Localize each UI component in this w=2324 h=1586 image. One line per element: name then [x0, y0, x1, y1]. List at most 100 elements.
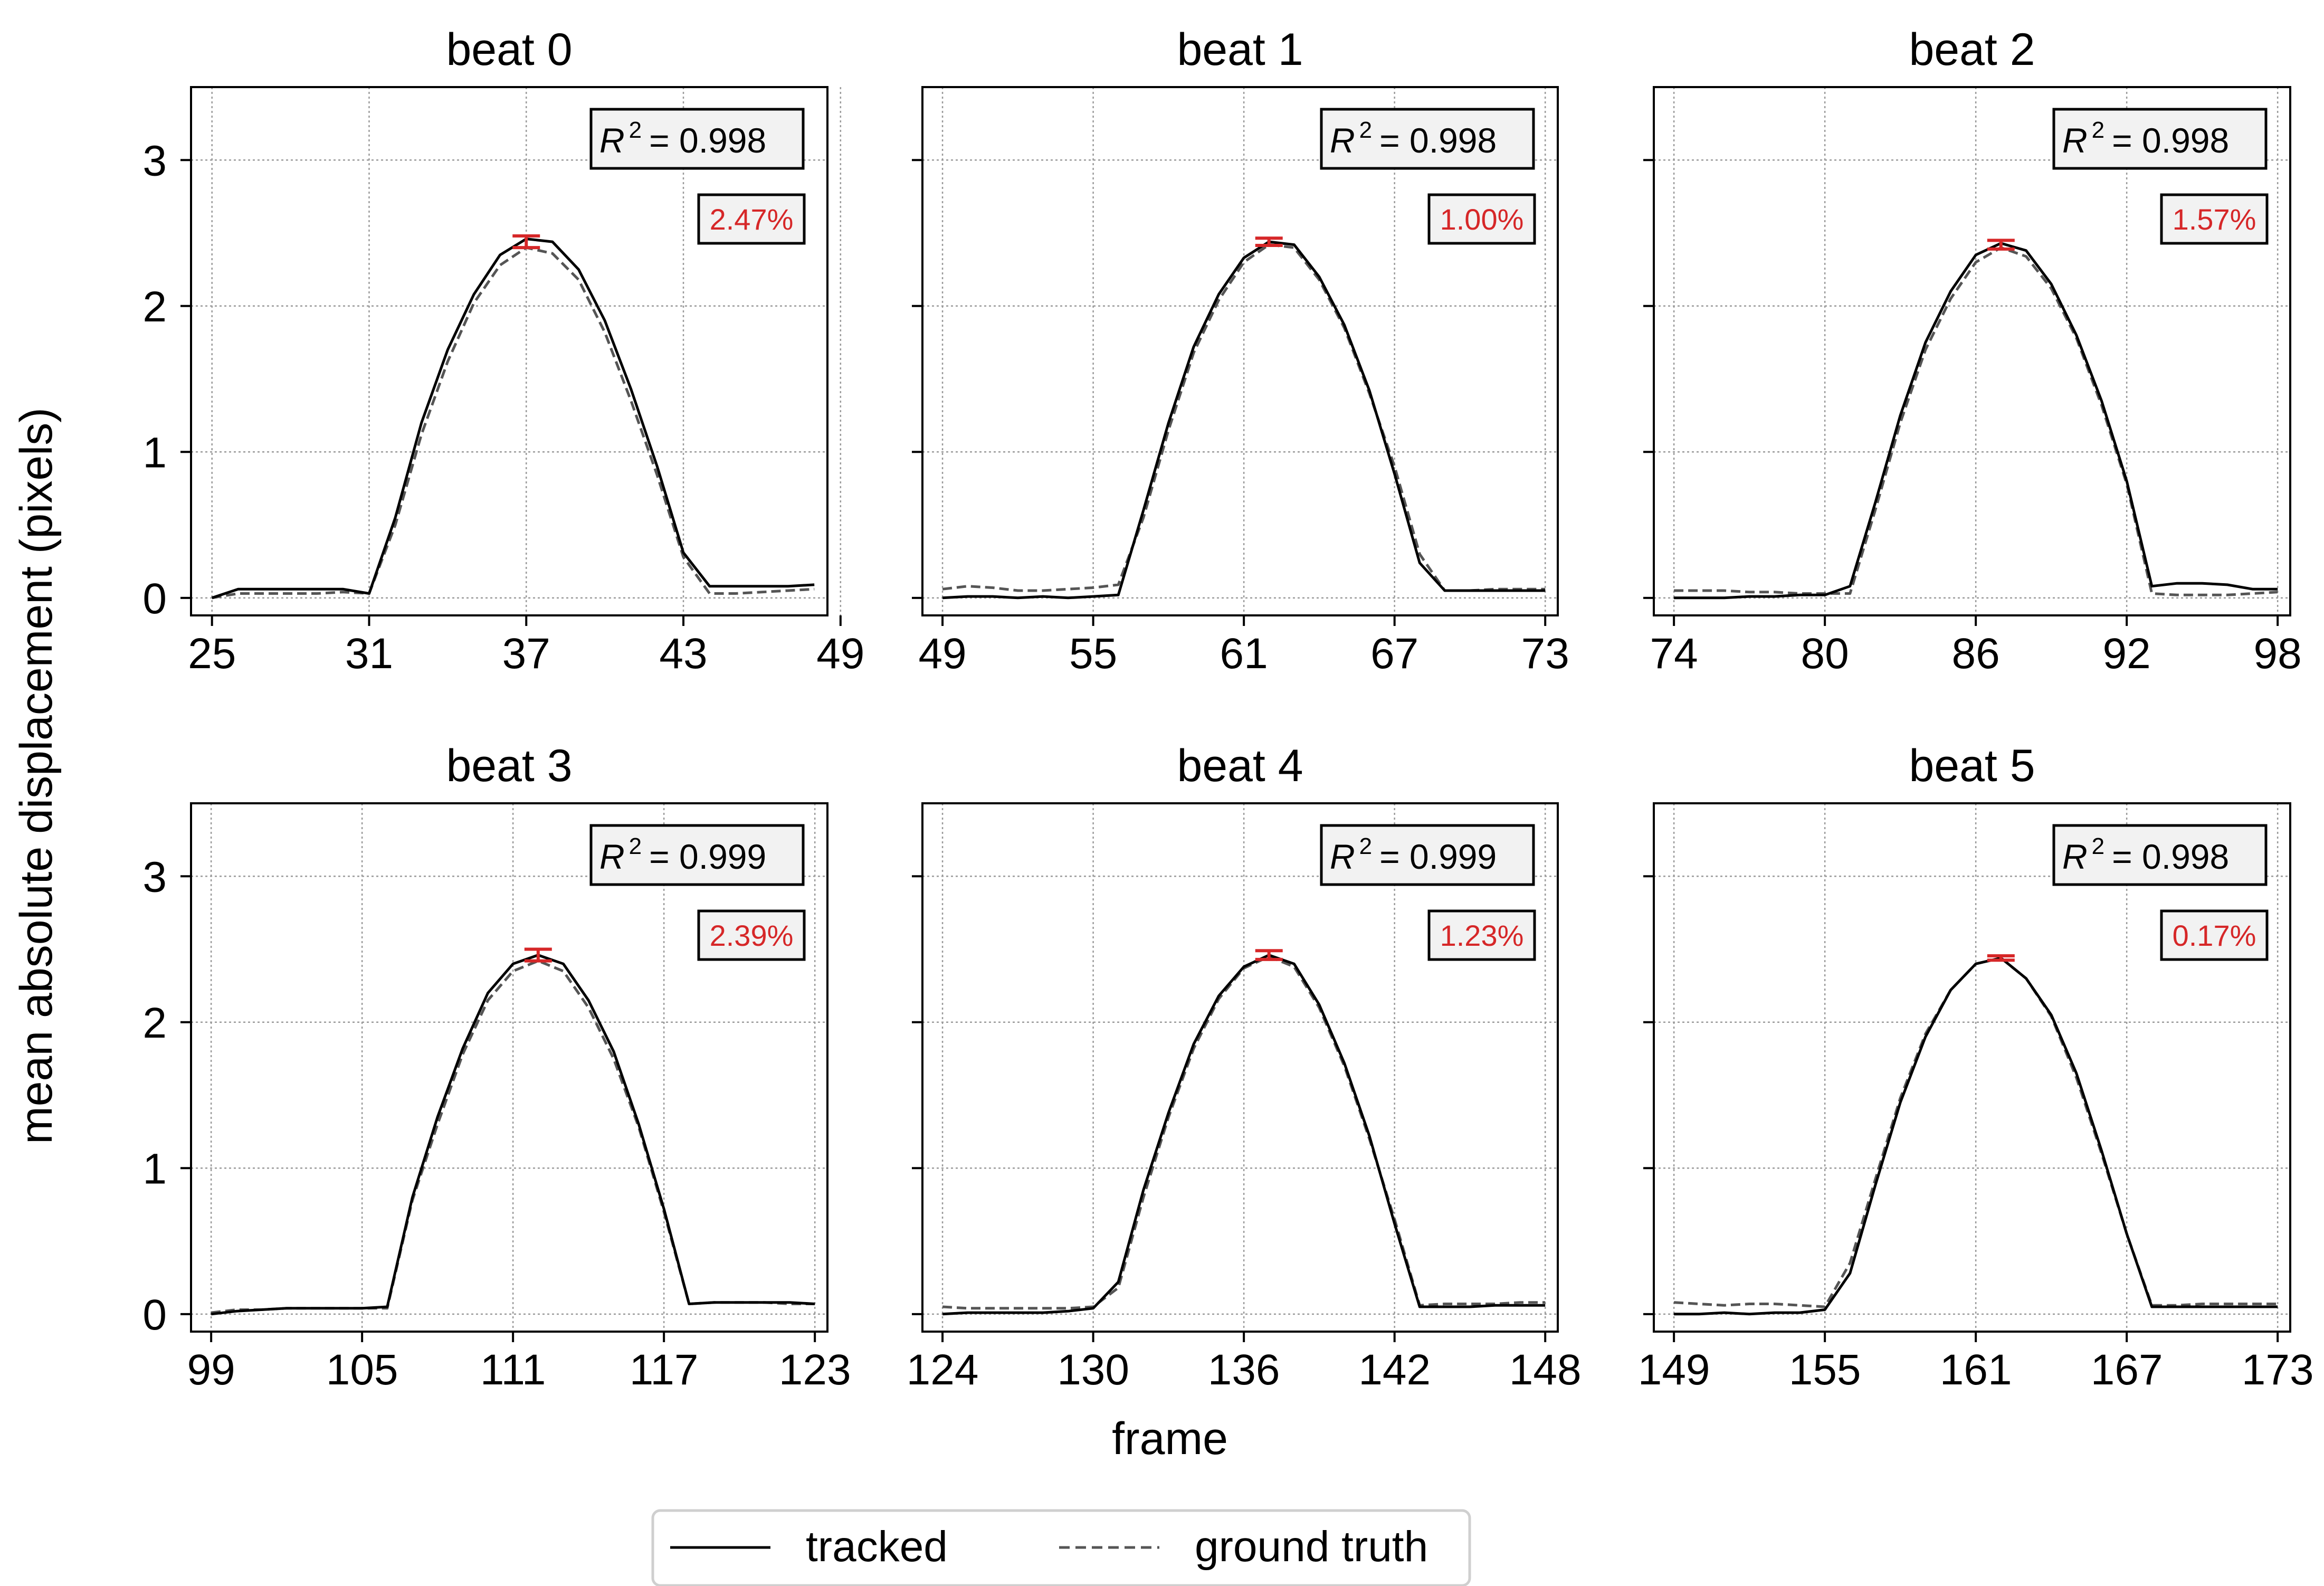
panel-4-x-tick-label-1: 130: [1057, 1346, 1129, 1394]
panel-3-peak-error-bar: [524, 947, 552, 963]
panel-3-line-tracked: [211, 954, 815, 1316]
panel-0-peak-error-bar: [512, 234, 540, 250]
panel-0-line-tracked: [211, 238, 815, 600]
panel-0-x-tick-label-1: 31: [345, 630, 393, 678]
panel-2-r2-box: [2052, 108, 2268, 170]
panel-5-title: beat 5: [1909, 740, 2035, 791]
panel-4-x-tick-label-4: 148: [1509, 1346, 1582, 1394]
panel-1-x-tick-label-2: 61: [1220, 630, 1268, 678]
panel-0-y-tick-label-0: 0: [142, 575, 167, 623]
panel-3-error-box: [697, 909, 806, 961]
panel-4-error-box: [1427, 909, 1536, 961]
panel-3-x-tick-label-3: 117: [630, 1346, 699, 1394]
panel-2-axes-frame: [1653, 86, 2291, 616]
panel-5-x-tick-label-4: 173: [2242, 1346, 2314, 1394]
panel-3-title: beat 3: [446, 740, 572, 791]
panel-0-r2-box: [589, 108, 805, 170]
panel-5-x-tick-label-2: 161: [1940, 1346, 2012, 1394]
panel-1-peak-error-bar: [1255, 236, 1283, 248]
panel-5-line-tracked: [1674, 956, 2278, 1316]
panel-3-x-tick-label-4: 123: [779, 1346, 851, 1394]
panel-2-line-ground-truth: [1674, 246, 2278, 596]
panel-0-y-tick-label-1: 1: [142, 429, 167, 477]
panel-3-x-tick-label-0: 99: [187, 1346, 235, 1394]
panel-0-axes-frame: [190, 86, 828, 616]
panel-4-x-tick-label-2: 136: [1208, 1346, 1280, 1394]
panel-5-x-tick-label-1: 155: [1789, 1346, 1861, 1394]
panel-5-r2-text: R 2 = 0.998: [2062, 833, 2229, 876]
panel-3-axes-frame: [190, 802, 828, 1333]
panel-4-line-tracked: [942, 954, 1546, 1316]
panel-2-peak-error-bar: [1987, 239, 2015, 251]
y-axis-label: mean absolute displacement (pixels): [11, 407, 62, 1144]
panel-2-x-tick-label-2: 86: [1952, 630, 2000, 678]
panel-0-x-tick-label-2: 37: [502, 630, 550, 678]
panel-2-x-tick-label-1: 80: [1801, 630, 1849, 678]
panel-0-y-tick-label-3: 3: [142, 137, 167, 185]
panel-4-r2-text: R 2 = 0.999: [1330, 833, 1497, 876]
panel-4-title: beat 4: [1177, 740, 1303, 791]
panel-1-x-tick-label-0: 49: [918, 630, 966, 678]
panel-1: beat 1 49 55 61 67 73 R 2 = 0.998 1.00%: [912, 24, 1569, 678]
panel-5-axes-frame: [1653, 802, 2291, 1333]
panel-5-error-box: [2160, 909, 2269, 961]
legend-label-ground-truth: ground truth: [1195, 1523, 1428, 1571]
panel-1-r2-text: R 2 = 0.998: [1330, 117, 1497, 160]
panel-5-peak-error-bar: [1987, 954, 2015, 962]
panel-4-error-percent: 1.23%: [1440, 919, 1524, 952]
panel-2-x-tick-label-0: 74: [1650, 630, 1698, 678]
panel-3-x-tick-label-1: 105: [326, 1346, 398, 1394]
panel-4-r2-box: [1320, 824, 1535, 886]
panel-1-error-box: [1427, 193, 1536, 245]
panel-1-axes-frame: [921, 86, 1559, 616]
panel-4-axes-frame: [921, 802, 1559, 1333]
panel-0-error-box: [697, 193, 806, 245]
panel-4: beat 4 124 130 136 142 148 R 2 = 0.999 1.23%: [907, 740, 1582, 1394]
panel-0: beat 0 25 31 37 43 49 0 1 2 3 R 2 = 0.998 2.47%: [142, 24, 864, 678]
panel-1-title: beat 1: [1177, 24, 1303, 75]
panel-0-x-tick-label-3: 43: [659, 630, 707, 678]
panel-0-r2-text: R 2 = 0.998: [599, 117, 766, 160]
panel-2-r2-text: R 2 = 0.998: [2062, 117, 2229, 160]
panel-5: beat 5 149 155 161 167 173 R 2 = 0.998 0.17%: [1638, 740, 2314, 1394]
panel-0-title: beat 0: [446, 24, 572, 75]
panel-4-x-tick-label-0: 124: [907, 1346, 979, 1394]
panel-3-error-percent: 2.39%: [710, 919, 794, 952]
panel-5-r2-box: [2052, 824, 2268, 886]
legend-label-tracked: tracked: [806, 1523, 948, 1571]
panel-3-r2-text: R 2 = 0.999: [599, 833, 766, 876]
panel-3-x-tick-label-2: 111: [480, 1346, 546, 1394]
panel-5-x-tick-label-3: 167: [2091, 1346, 2163, 1394]
panel-2: beat 2 74 80 86 92 98 R 2 = 0.998 1.57%: [1643, 24, 2302, 678]
panel-2-title: beat 2: [1909, 24, 2035, 75]
panel-3-y-tick-label-0: 0: [142, 1291, 167, 1339]
panel-3-y-tick-label-2: 2: [142, 999, 167, 1047]
panel-2-x-tick-label-4: 98: [2254, 630, 2302, 678]
panel-0-x-tick-label-0: 25: [188, 630, 236, 678]
panel-4-peak-error-bar: [1255, 949, 1283, 961]
panel-5-error-percent: 0.17%: [2173, 919, 2256, 952]
panel-3-r2-box: [589, 824, 805, 886]
panel-3-y-tick-label-1: 1: [142, 1145, 167, 1193]
panel-2-x-tick-label-3: 92: [2103, 630, 2151, 678]
panel-5-x-tick-label-0: 149: [1638, 1346, 1710, 1394]
panel-2-line-tracked: [1674, 242, 2278, 600]
panel-3-y-tick-label-3: 3: [142, 853, 167, 901]
panel-4-x-tick-label-3: 142: [1358, 1346, 1431, 1394]
panel-0-x-tick-label-4: 49: [816, 630, 864, 678]
panel-2-error-box: [2160, 193, 2269, 245]
legend: tracked ground truth: [651, 1509, 1471, 1586]
panel-1-x-tick-label-4: 73: [1521, 630, 1569, 678]
panel-0-error-percent: 2.47%: [710, 203, 794, 236]
panel-1-error-percent: 1.00%: [1440, 203, 1524, 236]
x-axis-label: frame: [1112, 1413, 1228, 1464]
panel-1-r2-box: [1320, 108, 1535, 170]
panel-1-x-tick-label-3: 67: [1370, 630, 1418, 678]
panel-0-y-tick-label-2: 2: [142, 283, 167, 331]
panel-0-line-ground-truth: [212, 246, 815, 600]
panel-1-line-tracked: [942, 240, 1546, 600]
panel-1-x-tick-label-1: 55: [1069, 630, 1117, 678]
